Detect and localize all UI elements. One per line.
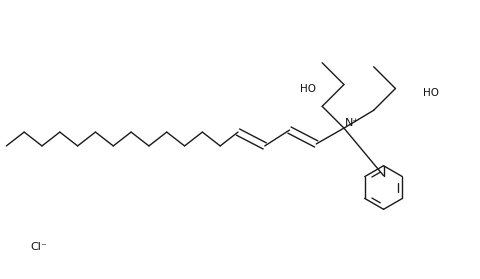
Text: HO: HO — [423, 88, 439, 98]
Text: N⁺: N⁺ — [345, 118, 359, 128]
Text: HO: HO — [300, 83, 316, 93]
Text: Cl⁻: Cl⁻ — [30, 242, 47, 252]
